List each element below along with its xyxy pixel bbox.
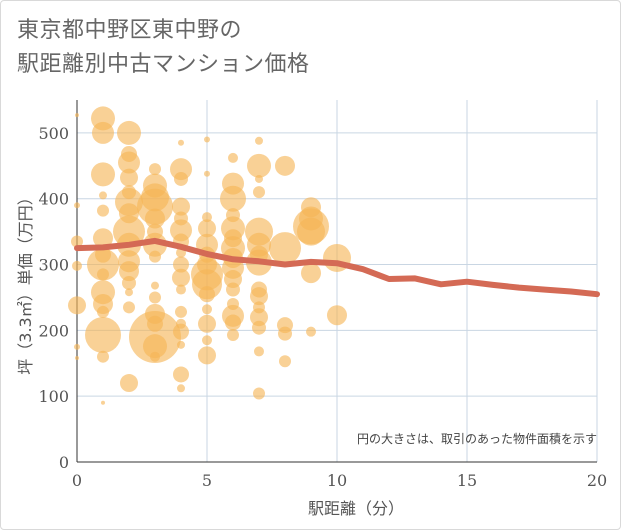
bubble [198,346,216,365]
y-tick-label: 200 [38,321,69,340]
bubble [173,256,189,273]
bubble [125,288,133,297]
chart-title-line-1: 東京都中野区東中野の [17,18,243,43]
bubble [198,219,216,238]
bubble [255,174,263,183]
bubble [227,328,239,341]
bubble [149,291,161,304]
bubble [120,168,138,187]
bubble [172,268,190,287]
bubble-size-note: 円の大きさは、取引のあった物件面積を示す [357,431,597,446]
bubble [149,250,161,263]
bubble [176,284,186,295]
bubble [75,356,79,361]
x-tick-label: 20 [587,471,607,490]
bubble [75,113,79,118]
bubble [118,151,140,174]
bubble [226,282,240,297]
bubble [101,400,105,405]
bubble [253,387,265,400]
bubble [85,316,121,353]
bubble [119,261,139,282]
bubble [173,366,189,383]
x-tick-label: 15 [457,471,477,490]
bubble [177,340,185,349]
bubble [72,260,82,271]
bubble [269,232,301,265]
bubble [306,326,316,337]
bubble [202,304,212,315]
x-tick-label: 5 [202,471,212,490]
y-tick-label: 100 [38,387,69,406]
x-tick-label: 0 [72,471,82,490]
bubble [149,163,161,176]
bubble [151,281,159,290]
bubble [228,152,238,163]
bubble [122,275,136,290]
bubble [123,301,135,314]
bubble [173,323,189,340]
bubble [143,334,167,359]
bubble [252,320,266,335]
bubble [170,158,192,181]
bubble [250,287,268,306]
bubble [275,155,295,176]
bubble [255,136,263,145]
bubble [97,305,109,318]
bubble [247,153,271,178]
bubble [250,308,268,327]
bubble [117,120,141,145]
bubble [97,268,109,281]
bubble [278,326,292,341]
bubble [254,346,264,357]
bubble [74,343,80,350]
bubble [175,305,187,318]
bubble [91,162,115,187]
bubble [202,212,212,223]
bubble [68,296,86,315]
bubble [301,263,321,284]
bubble [172,197,190,216]
bubble [99,191,107,200]
x-tick-label: 10 [327,471,347,490]
bubble [178,139,184,146]
bubble [202,335,212,346]
bubble [198,314,216,333]
bubble [174,171,188,186]
bubble [177,384,185,393]
y-tick-label: 0 [59,453,69,472]
chart-title-line-2: 駅距離別中古マンション価格 [17,52,310,77]
y-axis-label: 坪（3.3㎡）単価（万円） [16,189,35,374]
bubble [120,374,138,393]
y-tick-label: 500 [38,124,69,143]
chart-title: 東京都中野区東中野の 駅距離別中古マンション価格 [17,14,310,82]
bubble [199,286,215,303]
bubble [204,170,210,177]
bubble [150,351,160,362]
bubble [93,228,113,249]
bubble [87,248,119,281]
bubble [220,185,246,212]
bubble [145,208,165,229]
bubble [74,202,80,209]
bubble [97,204,109,217]
bubble [92,121,114,144]
bubble [327,305,347,326]
bubble [97,350,109,363]
bubble [225,314,241,331]
average-price-line [74,237,600,298]
bubble [204,136,210,143]
y-tick-label: 300 [38,256,69,275]
bubble [224,270,242,289]
bubble [279,355,291,368]
bubble [71,235,83,248]
y-tick-label: 400 [38,190,69,209]
bubble [297,217,325,246]
x-axis-label: 駅距離（分） [308,499,404,518]
axis-ticks: 0 100 200 300 400 500 0 5 10 15 20 [38,124,607,490]
bubble [253,186,265,199]
